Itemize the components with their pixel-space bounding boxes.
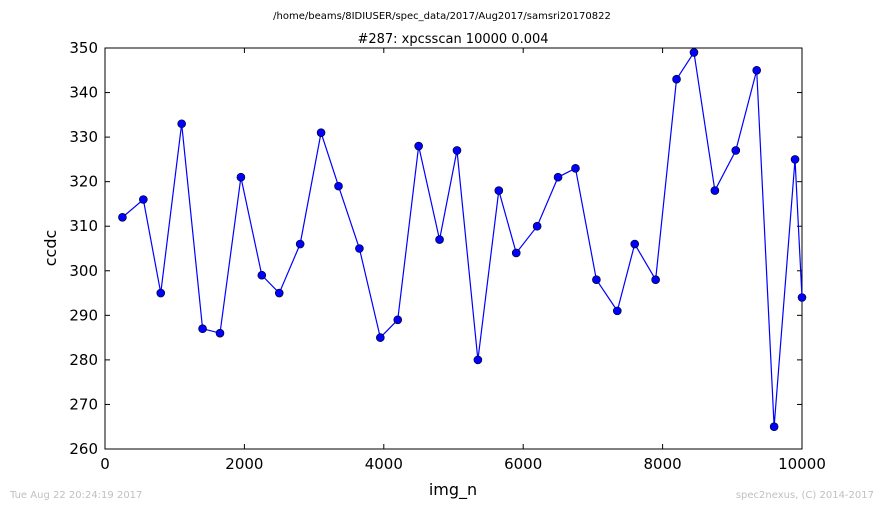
data-point xyxy=(672,74,681,84)
data-point xyxy=(139,195,148,204)
data-point xyxy=(355,244,364,253)
data-point xyxy=(295,239,305,249)
data-point xyxy=(553,172,563,182)
x-tick-label: 4000 xyxy=(365,455,403,473)
data-point xyxy=(797,293,807,302)
x-tick-label: 6000 xyxy=(504,455,542,473)
data-point xyxy=(532,221,542,231)
chart-title: #287: xpcsscan 10000 0.004 xyxy=(357,32,548,47)
data-point xyxy=(177,119,186,129)
data-point xyxy=(316,128,326,137)
data-point xyxy=(511,248,521,258)
y-tick-label: 290 xyxy=(69,306,98,324)
data-point xyxy=(494,186,504,195)
data-point xyxy=(435,235,444,244)
data-point xyxy=(752,65,761,75)
y-tick-label: 350 xyxy=(69,39,98,57)
file-path-header: /home/beams/8IDIUSER/spec_data/2017/Aug2… xyxy=(273,11,611,22)
axes: 0 2000 4000 6000 8000 10000 260 270 280 290 300 310… xyxy=(69,39,826,473)
data-point xyxy=(118,213,127,222)
data-point xyxy=(198,324,207,334)
y-tick-label: 330 xyxy=(69,128,98,146)
series-line xyxy=(122,50,803,427)
data-point xyxy=(376,333,385,342)
data-point xyxy=(571,164,580,173)
x-tick-label: 8000 xyxy=(644,455,682,473)
x-tick-label: 0 xyxy=(100,455,110,473)
y-tick-label: 300 xyxy=(69,262,98,280)
data-point xyxy=(689,48,699,57)
data-point xyxy=(257,270,267,280)
data-point xyxy=(156,288,166,298)
x-tick-label: 10000 xyxy=(778,455,826,473)
data-point xyxy=(612,306,622,316)
data-point xyxy=(236,172,246,182)
data-point xyxy=(452,146,462,155)
data-point xyxy=(393,315,403,325)
data-point xyxy=(769,422,779,432)
data-point xyxy=(334,181,343,191)
y-tick-label: 310 xyxy=(69,217,98,235)
y-tick-label: 340 xyxy=(69,84,98,102)
plot-frame xyxy=(104,47,803,450)
x-axis-label: img_n xyxy=(429,480,477,500)
data-point xyxy=(790,155,800,164)
y-tick-label: 280 xyxy=(69,351,98,369)
data-point xyxy=(215,328,225,338)
y-axis-label: ccdc xyxy=(41,230,60,267)
y-tick-label: 270 xyxy=(69,395,98,413)
data-point xyxy=(274,288,284,298)
y-tick-label: 260 xyxy=(69,440,98,458)
data-point xyxy=(630,239,640,249)
footer-credit: spec2nexus, (C) 2014-2017 xyxy=(735,490,874,501)
footer-timestamp: Tue Aug 22 20:24:19 2017 xyxy=(10,490,143,501)
data-point xyxy=(651,275,660,284)
data-point xyxy=(414,141,423,151)
data-point xyxy=(710,186,720,195)
data-point xyxy=(731,146,741,155)
data-point xyxy=(592,275,601,284)
data-point xyxy=(473,355,483,365)
y-tick-label: 320 xyxy=(69,173,98,191)
x-tick-label: 2000 xyxy=(225,455,263,473)
series-line-group xyxy=(118,48,807,432)
